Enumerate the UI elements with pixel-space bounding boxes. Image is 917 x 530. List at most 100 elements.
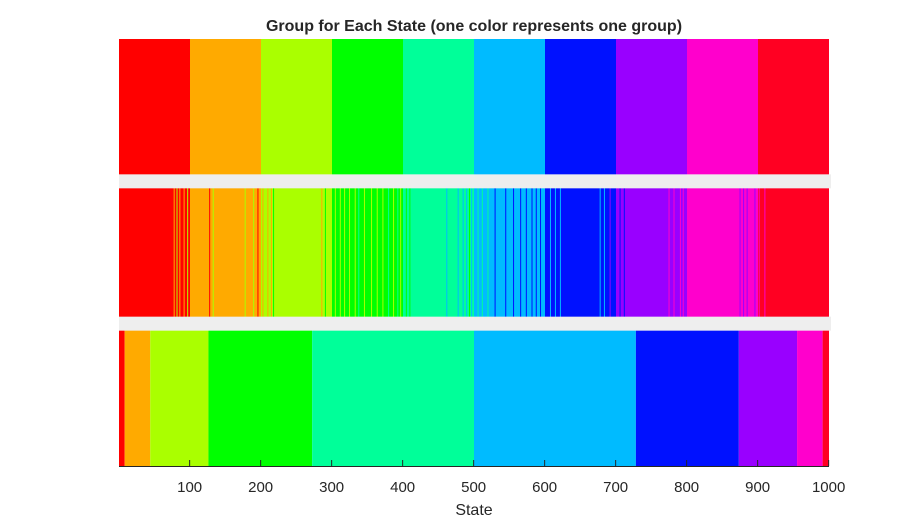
x-tick-label: 400 bbox=[390, 479, 415, 496]
state-row-2 bbox=[119, 181, 829, 324]
group-segment bbox=[332, 39, 403, 182]
group-segment bbox=[474, 39, 545, 182]
group-segment bbox=[261, 39, 332, 182]
x-tick-label: 100 bbox=[177, 479, 202, 496]
state-stripe bbox=[603, 181, 605, 324]
state-stripe bbox=[262, 181, 264, 324]
plot-area bbox=[119, 39, 831, 466]
state-stripe bbox=[494, 181, 496, 324]
state-stripe bbox=[397, 181, 399, 324]
state-stripe bbox=[520, 181, 522, 324]
state-stripe bbox=[609, 181, 611, 324]
state-stripe bbox=[466, 181, 468, 324]
state-stripe bbox=[758, 181, 760, 324]
row-separator bbox=[119, 174, 831, 189]
state-stripe bbox=[376, 181, 378, 324]
state-stripe bbox=[469, 181, 471, 324]
state-stripe bbox=[746, 181, 748, 324]
state-stripe bbox=[477, 181, 479, 324]
x-tick-label: 700 bbox=[603, 479, 628, 496]
state-stripe bbox=[173, 181, 175, 324]
group-segment bbox=[758, 181, 829, 324]
group-segment bbox=[545, 39, 616, 182]
state-stripe bbox=[673, 181, 675, 324]
state-stripe bbox=[623, 181, 625, 324]
group-segment bbox=[474, 323, 636, 466]
state-stripe bbox=[363, 181, 365, 324]
group-segment bbox=[403, 39, 474, 182]
state-stripe bbox=[446, 181, 448, 324]
group-segment bbox=[616, 39, 687, 182]
state-row-3 bbox=[119, 323, 829, 466]
x-axis-label: State bbox=[455, 502, 492, 519]
x-tick-label: 600 bbox=[532, 479, 557, 496]
state-stripe bbox=[244, 181, 246, 324]
group-segment bbox=[119, 39, 190, 182]
state-stripe bbox=[324, 181, 326, 324]
state-stripe bbox=[176, 181, 178, 324]
state-stripe bbox=[525, 181, 527, 324]
state-stripe bbox=[462, 181, 464, 324]
group-segment bbox=[758, 39, 829, 182]
state-stripe bbox=[743, 181, 745, 324]
group-segment bbox=[261, 181, 332, 324]
state-stripe bbox=[212, 181, 214, 324]
state-stripe bbox=[619, 181, 621, 324]
state-stripe bbox=[328, 181, 330, 324]
state-stripe bbox=[273, 181, 275, 324]
state-stripe bbox=[187, 181, 189, 324]
x-tick-label: 500 bbox=[461, 479, 486, 496]
state-stripe bbox=[339, 181, 341, 324]
x-tick-label: 900 bbox=[745, 479, 770, 496]
group-segment bbox=[403, 181, 474, 324]
state-stripe bbox=[267, 181, 269, 324]
state-stripe bbox=[554, 181, 556, 324]
chart-title: Group for Each State (one color represen… bbox=[266, 18, 682, 35]
group-segment bbox=[616, 181, 687, 324]
group-segment bbox=[687, 181, 758, 324]
group-segment bbox=[635, 323, 739, 466]
state-stripe bbox=[754, 181, 756, 324]
state-stripe bbox=[253, 181, 255, 324]
row-separator bbox=[119, 316, 831, 331]
group-segment bbox=[474, 181, 545, 324]
state-stripe bbox=[457, 181, 459, 324]
state-stripe bbox=[559, 181, 561, 324]
group-segment bbox=[687, 39, 758, 182]
group-segment bbox=[822, 323, 829, 466]
state-stripe bbox=[183, 181, 185, 324]
group-segment bbox=[797, 323, 823, 466]
group-segment bbox=[190, 181, 261, 324]
state-stripe bbox=[405, 181, 407, 324]
x-tick-label: 1000 bbox=[812, 479, 845, 496]
state-stripe bbox=[257, 181, 259, 324]
state-stripe bbox=[471, 181, 473, 324]
state-stripe bbox=[679, 181, 681, 324]
state-stripe bbox=[599, 181, 601, 324]
state-stripe bbox=[739, 181, 741, 324]
state-stripe bbox=[487, 181, 489, 324]
state-stripe bbox=[513, 181, 515, 324]
state-stripe bbox=[481, 181, 483, 324]
state-stripe bbox=[179, 181, 181, 324]
x-tick-label: 300 bbox=[319, 479, 344, 496]
state-stripe bbox=[764, 181, 766, 324]
state-stripe bbox=[393, 181, 395, 324]
state-stripe bbox=[540, 181, 542, 324]
group-segment bbox=[312, 323, 474, 466]
state-stripe bbox=[382, 181, 384, 324]
state-stripe bbox=[505, 181, 507, 324]
state-stripe bbox=[321, 181, 323, 324]
state-stripe bbox=[349, 181, 351, 324]
state-stripe bbox=[270, 181, 272, 324]
state-stripe bbox=[535, 181, 537, 324]
x-tick-label: 800 bbox=[674, 479, 699, 496]
state-stripe bbox=[400, 181, 402, 324]
state-stripe bbox=[354, 181, 356, 324]
group-segment bbox=[150, 323, 209, 466]
state-stripe bbox=[668, 181, 670, 324]
group-segment bbox=[738, 323, 798, 466]
state-stripe bbox=[409, 181, 411, 324]
